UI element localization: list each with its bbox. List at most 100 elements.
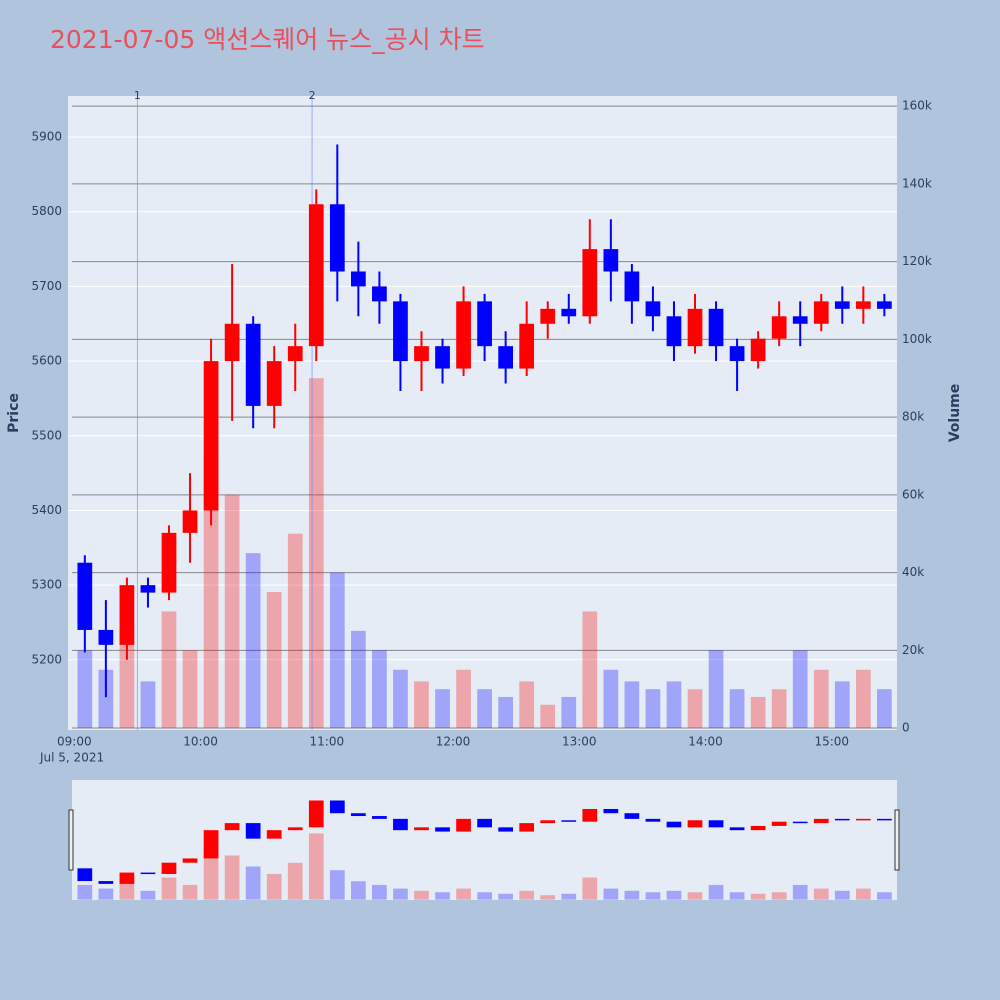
volume-bar — [834, 681, 850, 729]
volume-bar — [750, 696, 766, 729]
slider-candle — [308, 800, 324, 828]
volume-bar — [456, 669, 471, 729]
slider-volume-bar — [708, 884, 724, 900]
slider-volume-bar — [561, 893, 577, 900]
slider-candle — [77, 868, 93, 882]
y2-tick-label: 140k — [902, 176, 932, 190]
candle-body — [877, 301, 892, 309]
slider-candle — [224, 823, 240, 831]
slider-volume-bar — [792, 884, 808, 900]
slider-candle — [645, 818, 661, 822]
candle-body — [624, 271, 640, 302]
slider-volume-bar — [372, 884, 387, 900]
slider-volume-bar — [393, 888, 408, 900]
slider-candle — [877, 818, 892, 821]
volume-bar — [477, 689, 492, 729]
slider-candle — [834, 818, 850, 821]
volume-bar — [582, 611, 598, 729]
slider-handle[interactable] — [894, 809, 900, 871]
candle-body — [729, 346, 745, 362]
slider-candle — [792, 821, 808, 824]
volume-bar — [182, 650, 198, 729]
slider-volume-bar — [519, 890, 535, 900]
slider-candle — [687, 820, 703, 828]
slider-candle — [519, 823, 535, 832]
slider-candle — [140, 872, 156, 875]
slider-volume-bar — [540, 895, 556, 900]
volume-bar — [329, 572, 345, 729]
slider-volume-bar — [498, 893, 514, 900]
candle-body — [77, 562, 93, 630]
candle-body — [498, 346, 514, 369]
slider-candle — [603, 808, 619, 814]
candle-body — [435, 346, 450, 369]
candle-body — [203, 361, 219, 511]
slider-handle[interactable] — [68, 809, 74, 871]
volume-bar — [224, 494, 240, 729]
volume-bar — [855, 669, 871, 729]
slider-candle — [666, 821, 682, 828]
slider-volume-bar — [687, 892, 703, 900]
candle-body — [266, 361, 282, 406]
slider-volume-bar — [729, 892, 745, 900]
y2-tick-label: 20k — [902, 643, 924, 657]
slider-candle — [393, 818, 408, 831]
y2-axis-title: Volume — [947, 384, 963, 443]
y2-tick-label: 40k — [902, 565, 924, 579]
volume-bar — [245, 553, 261, 729]
candle-body — [308, 204, 324, 347]
slider-candle — [203, 830, 219, 859]
volume-bar — [561, 696, 577, 729]
candle-body — [813, 301, 829, 324]
slider-volume-bar — [771, 892, 787, 900]
slider-volume-bar — [834, 890, 850, 900]
x-tick-label: 15:00 — [814, 735, 849, 749]
y-tick-label: 5600 — [31, 354, 62, 368]
volume-bar — [771, 689, 787, 729]
slider-candle — [350, 813, 366, 817]
slider-candle — [477, 818, 492, 828]
plot-area — [68, 96, 897, 730]
range-slider[interactable] — [72, 780, 897, 900]
candle-body — [224, 323, 240, 362]
slider-candle — [161, 862, 177, 874]
y2-tick-label: 60k — [902, 487, 924, 501]
candle-body — [372, 286, 387, 302]
slider-candle — [582, 808, 598, 822]
slider-candle — [708, 820, 724, 828]
y-tick-label: 5700 — [31, 279, 62, 293]
candle-body — [540, 308, 556, 324]
slider-candle — [266, 830, 282, 839]
candle-body — [393, 301, 408, 362]
slider-volume-bar — [414, 890, 429, 900]
candle-body — [182, 510, 198, 533]
slider-candle — [540, 820, 556, 824]
slider-volume-bar — [456, 888, 471, 900]
y-tick-label: 5400 — [31, 503, 62, 517]
candle-body — [834, 301, 850, 309]
volume-bar — [877, 689, 892, 729]
slider-volume-bar — [877, 892, 892, 900]
x-tick-label: 10:00 — [183, 735, 218, 749]
candle-body — [414, 346, 429, 362]
volume-bar — [414, 681, 429, 729]
slider-candle — [771, 821, 787, 826]
slider-candle — [287, 827, 303, 831]
y2-tick-label: 80k — [902, 410, 924, 424]
slider-volume-bar — [350, 881, 366, 900]
volume-bar — [98, 669, 114, 729]
slider-volume-bar — [329, 870, 345, 900]
volume-bar — [77, 650, 93, 729]
annotation-label: 1 — [134, 89, 141, 102]
volume-bar — [708, 650, 724, 729]
candle-body — [582, 249, 598, 317]
volume-bar — [372, 650, 387, 729]
volume-bar — [540, 704, 556, 729]
volume-bar — [203, 455, 219, 729]
x-tick-label: 12:00 — [436, 735, 471, 749]
volume-bar — [140, 681, 156, 729]
slider-volume-bar — [203, 848, 219, 900]
candle-body — [140, 585, 156, 593]
slider-candle — [329, 800, 345, 814]
